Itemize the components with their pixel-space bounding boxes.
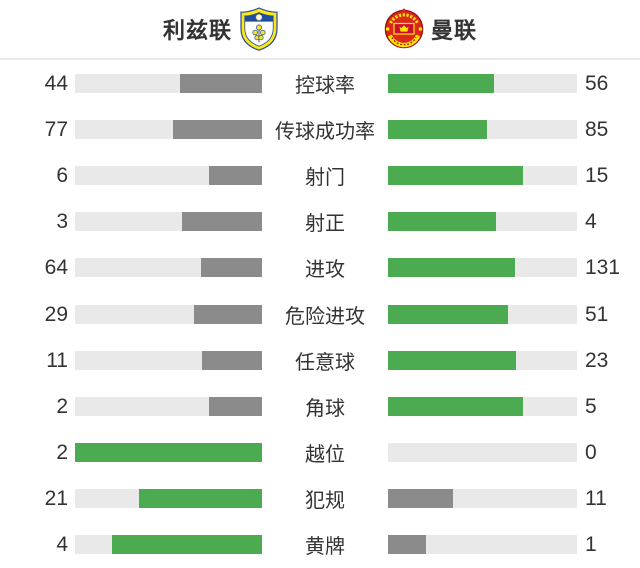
home-stat-bar-fill bbox=[200, 258, 262, 278]
home-stat-value: 4 bbox=[56, 533, 68, 557]
stat-label: 进攻 bbox=[305, 259, 345, 282]
home-stat-bar-track bbox=[75, 535, 262, 555]
away-stat-value: 15 bbox=[585, 163, 609, 187]
stat-label: 射门 bbox=[305, 166, 345, 189]
home-stat-bar-fill bbox=[173, 119, 262, 139]
home-stat-bar-track bbox=[75, 304, 262, 324]
home-stat-value: 2 bbox=[56, 394, 68, 418]
stat-label: 危险进攻 bbox=[285, 305, 365, 328]
away-stat-bar-track bbox=[388, 304, 577, 324]
home-team-name: 利兹联 bbox=[163, 18, 233, 43]
home-stat-bar-track bbox=[75, 73, 262, 93]
home-stat-bar-track bbox=[75, 350, 262, 370]
stat-row: 29 危险进攻 51 bbox=[0, 291, 640, 337]
away-stat-bar-fill bbox=[388, 212, 496, 232]
away-stat-bar-fill bbox=[388, 489, 453, 509]
away-stat-bar-fill bbox=[388, 73, 494, 93]
home-stat-bar-track bbox=[75, 489, 262, 509]
away-stat-bar-fill bbox=[388, 258, 515, 278]
stat-label: 黄牌 bbox=[305, 536, 345, 559]
away-stat-value: 1 bbox=[585, 533, 597, 557]
stat-label: 犯规 bbox=[305, 490, 345, 513]
home-stat-bar-fill bbox=[201, 350, 262, 370]
away-team: 曼联 bbox=[384, 0, 477, 58]
home-stat-bar-track bbox=[75, 165, 262, 185]
away-stat-bar-fill bbox=[388, 304, 509, 324]
stat-row: 4 黄牌 1 bbox=[0, 522, 640, 568]
away-stat-bar-fill bbox=[388, 396, 523, 416]
home-team: 利兹联 bbox=[163, 0, 279, 58]
stat-row: 2 越位 0 bbox=[0, 430, 640, 476]
home-stat-bar-fill bbox=[112, 535, 262, 555]
away-stat-bar-track bbox=[388, 350, 577, 370]
home-stat-bar-fill bbox=[75, 443, 262, 463]
stat-label: 角球 bbox=[305, 397, 345, 420]
away-stat-bar-track bbox=[388, 212, 577, 232]
stats-list: 44 控球率 56 77 传球成功率 85 6 射门 15 3 bbox=[0, 60, 640, 568]
stat-row: 44 控球率 56 bbox=[0, 60, 640, 106]
leeds-united-badge-icon bbox=[239, 7, 279, 51]
home-stat-value: 3 bbox=[56, 210, 68, 234]
stat-label: 传球成功率 bbox=[275, 120, 375, 143]
stat-row: 21 犯规 11 bbox=[0, 476, 640, 522]
home-stat-value: 6 bbox=[56, 163, 68, 187]
home-stat-value: 64 bbox=[44, 256, 68, 280]
away-stat-value: 0 bbox=[585, 441, 597, 465]
away-stat-bar-fill bbox=[388, 119, 488, 139]
away-stat-value: 56 bbox=[585, 71, 609, 95]
home-stat-bar-track bbox=[75, 396, 262, 416]
home-stat-value: 44 bbox=[44, 71, 68, 95]
home-stat-bar-fill bbox=[208, 396, 262, 416]
stat-row: 3 射正 4 bbox=[0, 199, 640, 245]
stat-label: 射正 bbox=[305, 213, 345, 236]
home-stat-bar-track bbox=[75, 443, 262, 463]
stat-row: 77 传球成功率 85 bbox=[0, 106, 640, 152]
home-stat-bar-track bbox=[75, 212, 262, 232]
stat-row: 64 进攻 131 bbox=[0, 245, 640, 291]
stat-row: 11 任意球 23 bbox=[0, 337, 640, 383]
home-stat-bar-fill bbox=[179, 73, 262, 93]
away-stat-value: 11 bbox=[585, 487, 607, 511]
away-stat-bar-track bbox=[388, 73, 577, 93]
away-stat-bar-track bbox=[388, 396, 577, 416]
stat-row: 6 射门 15 bbox=[0, 152, 640, 198]
home-stat-bar-fill bbox=[139, 489, 262, 509]
away-stat-bar-track bbox=[388, 165, 577, 185]
home-stat-bar-track bbox=[75, 119, 262, 139]
away-stat-bar-fill bbox=[388, 165, 523, 185]
away-stat-value: 5 bbox=[585, 394, 597, 418]
stat-row: 2 角球 5 bbox=[0, 383, 640, 429]
home-stat-bar-fill bbox=[181, 212, 262, 232]
home-stat-bar-fill bbox=[208, 165, 262, 185]
away-stat-bar-track bbox=[388, 535, 577, 555]
away-stat-bar-track bbox=[388, 489, 577, 509]
away-stat-value: 23 bbox=[585, 348, 609, 372]
away-stat-bar-track bbox=[388, 258, 577, 278]
away-stat-value: 85 bbox=[585, 117, 609, 141]
away-team-name: 曼联 bbox=[431, 18, 478, 43]
home-stat-bar-track bbox=[75, 258, 262, 278]
away-stat-bar-track bbox=[388, 119, 577, 139]
away-stat-value: 131 bbox=[585, 256, 621, 280]
stat-label: 控球率 bbox=[295, 74, 355, 97]
home-stat-value: 11 bbox=[46, 348, 68, 372]
home-stat-value: 2 bbox=[56, 441, 68, 465]
away-stat-bar-fill bbox=[388, 350, 516, 370]
away-stat-bar-track bbox=[388, 443, 577, 463]
away-stat-bar-fill bbox=[388, 535, 426, 555]
home-stat-value: 77 bbox=[44, 117, 68, 141]
header: 利兹联 bbox=[0, 0, 640, 60]
home-stat-value: 29 bbox=[44, 302, 68, 326]
stat-label: 越位 bbox=[305, 444, 345, 467]
manchester-united-badge-icon bbox=[384, 7, 424, 51]
home-stat-value: 21 bbox=[44, 487, 68, 511]
stat-label: 任意球 bbox=[295, 351, 355, 374]
home-stat-bar-fill bbox=[194, 304, 262, 324]
away-stat-value: 4 bbox=[585, 210, 597, 234]
away-stat-value: 51 bbox=[585, 302, 609, 326]
